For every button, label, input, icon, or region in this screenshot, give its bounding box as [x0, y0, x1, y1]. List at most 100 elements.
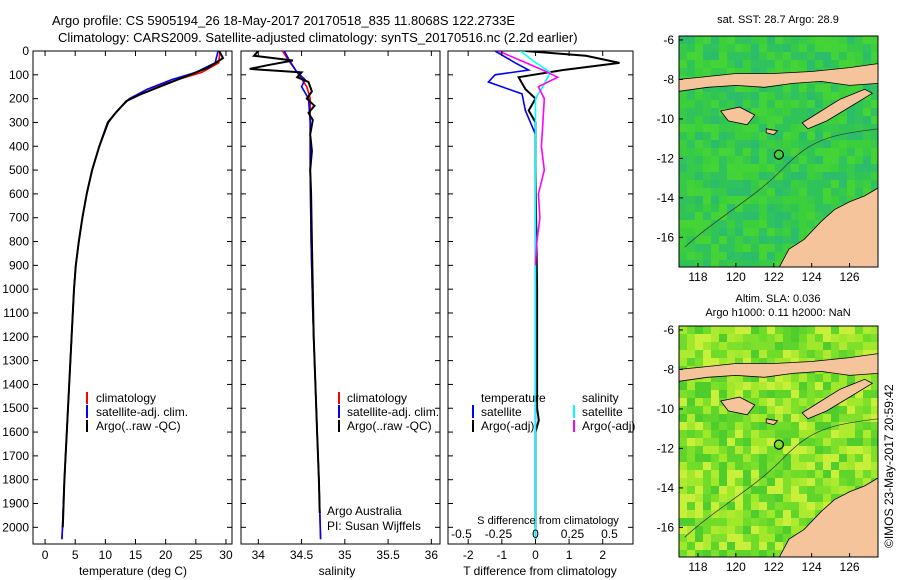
- map-ocean-cell: [807, 204, 815, 212]
- map-ocean-cell: [703, 204, 711, 212]
- map-ocean-cell: [687, 462, 695, 470]
- map-ocean-cell: [743, 180, 751, 188]
- map-ocean-cell: [863, 60, 871, 68]
- map-ocean-cell: [783, 228, 791, 236]
- map-ocean-cell: [727, 156, 735, 164]
- map-ocean-cell: [847, 116, 855, 124]
- map-ocean-cell: [743, 220, 751, 228]
- map-ocean-cell: [695, 382, 703, 390]
- map-ocean-cell: [751, 374, 759, 382]
- map-ocean-cell: [695, 60, 703, 68]
- map-ocean-cell: [783, 422, 791, 430]
- map-ocean-cell: [871, 172, 878, 180]
- difference-xtick-label: 0: [532, 548, 539, 562]
- map-ocean-cell: [703, 68, 711, 76]
- map-ocean-cell: [719, 212, 727, 220]
- difference-xtick-label: -1: [496, 548, 507, 562]
- map-ocean-cell: [815, 92, 823, 100]
- map-ocean-cell: [831, 52, 839, 60]
- map-ocean-cell: [791, 382, 799, 390]
- map-ocean-cell: [679, 502, 687, 510]
- map-ocean-cell: [807, 196, 815, 204]
- map-ocean-cell: [703, 398, 711, 406]
- map-ocean-cell: [775, 60, 783, 68]
- map-ocean-cell: [679, 390, 687, 398]
- difference-xlabel-top: S difference from climatology: [477, 515, 619, 527]
- map-ocean-cell: [823, 100, 831, 108]
- map-ocean-cell: [703, 196, 711, 204]
- map-ocean-cell: [719, 260, 727, 267]
- map-ocean-cell: [791, 196, 799, 204]
- map-ocean-cell: [703, 100, 711, 108]
- map-ocean-cell: [759, 454, 767, 462]
- map-ocean-cell: [815, 446, 823, 454]
- map-ocean-cell: [751, 542, 759, 550]
- map-ocean-cell: [847, 350, 855, 358]
- difference-xtick-top-label: 0.25: [561, 527, 585, 541]
- difference-series-satellite-salinity: [520, 51, 552, 540]
- map-ocean-cell: [679, 462, 687, 470]
- map-ocean-cell: [799, 84, 807, 92]
- map-ocean-cell: [823, 60, 831, 68]
- map-ocean-cell: [719, 382, 727, 390]
- map-ocean-cell: [735, 446, 743, 454]
- temperature-xtick-label: 20: [159, 548, 173, 562]
- map-ytick-label: -14: [657, 191, 675, 205]
- map-ocean-cell: [823, 140, 831, 148]
- map-ocean-cell: [719, 68, 727, 76]
- map-ocean-cell: [687, 406, 695, 414]
- map-ocean-cell: [815, 164, 823, 172]
- map-ocean-cell: [687, 204, 695, 212]
- legend-label-climatology: climatology: [347, 391, 407, 405]
- map-ytick-label: -14: [657, 481, 675, 495]
- map-ocean-cell: [759, 550, 767, 557]
- map-ocean-cell: [759, 44, 767, 52]
- map-ocean-cell: [767, 36, 775, 44]
- map-ocean-cell: [839, 196, 847, 204]
- map-ocean-cell: [711, 486, 719, 494]
- map-ocean-cell: [727, 438, 735, 446]
- map-ocean-cell: [855, 60, 863, 68]
- map-ocean-cell: [847, 406, 855, 414]
- map-ocean-cell: [855, 470, 863, 478]
- map-ocean-cell: [727, 172, 735, 180]
- map-ocean-cell: [855, 326, 863, 334]
- map-ocean-cell: [855, 156, 863, 164]
- map-ocean-cell: [727, 334, 735, 342]
- map-ocean-cell: [871, 334, 878, 342]
- map-ocean-cell: [711, 446, 719, 454]
- map-ocean-cell: [687, 494, 695, 502]
- map-ocean-cell: [871, 398, 878, 406]
- map-ocean-cell: [751, 180, 759, 188]
- map-ocean-cell: [679, 100, 687, 108]
- depth-tick-label: 900: [9, 258, 29, 272]
- map-ocean-cell: [735, 244, 743, 252]
- map-ocean-cell: [855, 350, 863, 358]
- map-ocean-cell: [695, 478, 703, 486]
- map-ocean-cell: [719, 252, 727, 260]
- map-ocean-cell: [695, 494, 703, 502]
- map-ocean-cell: [703, 220, 711, 228]
- map-ocean-cell: [863, 462, 871, 470]
- map-ocean-cell: [839, 486, 847, 494]
- map-ocean-cell: [791, 180, 799, 188]
- map-ocean-cell: [695, 510, 703, 518]
- map-ocean-cell: [807, 44, 815, 52]
- map-ocean-cell: [687, 124, 695, 132]
- map-ocean-cell: [711, 358, 719, 366]
- map-ocean-cell: [751, 406, 759, 414]
- map-ocean-cell: [687, 108, 695, 116]
- map-ocean-cell: [759, 60, 767, 68]
- map-ocean-cell: [679, 220, 687, 228]
- map-ocean-cell: [735, 260, 743, 267]
- map-xtick-label: 126: [840, 270, 860, 284]
- map-ocean-cell: [759, 68, 767, 76]
- map-ocean-cell: [839, 164, 847, 172]
- map-ocean-cell: [775, 252, 783, 260]
- map-ocean-cell: [831, 350, 839, 358]
- map-ocean-cell: [743, 390, 751, 398]
- map-ocean-cell: [791, 518, 799, 526]
- map-ocean-cell: [719, 502, 727, 510]
- map-ocean-cell: [687, 156, 695, 164]
- map-ocean-cell: [719, 374, 727, 382]
